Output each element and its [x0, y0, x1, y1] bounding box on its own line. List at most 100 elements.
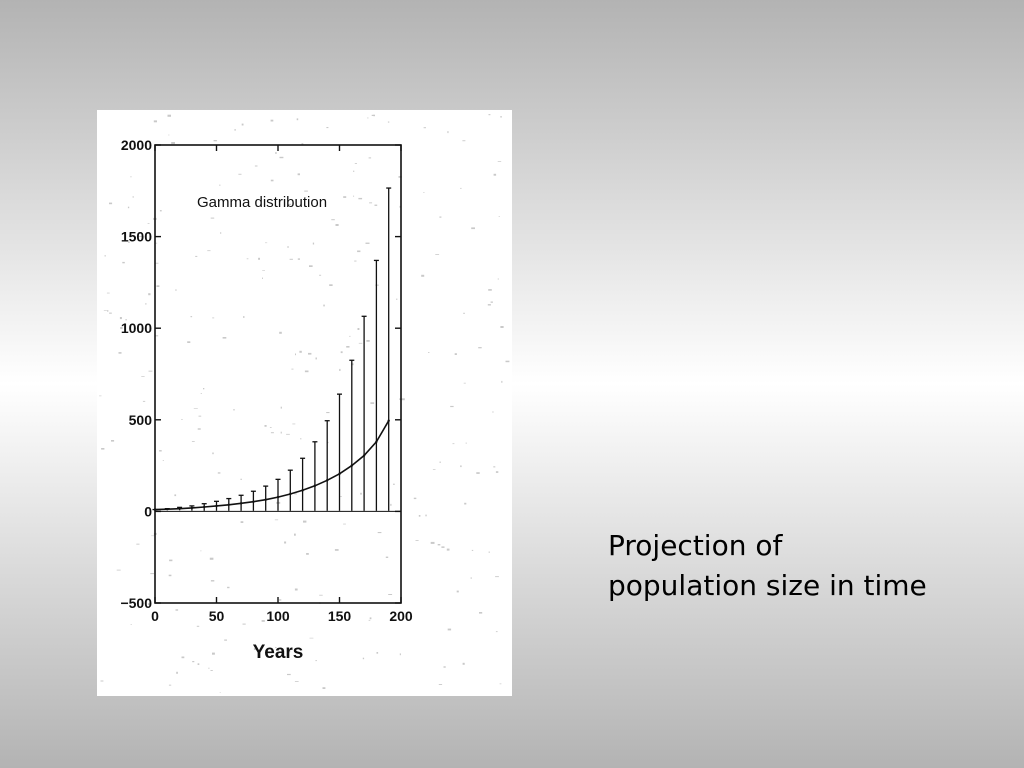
speck	[197, 663, 200, 665]
speck	[500, 326, 504, 328]
x-tick-label: 200	[389, 608, 413, 624]
speck	[490, 301, 493, 303]
speck	[306, 553, 309, 555]
speck	[439, 461, 441, 463]
speck	[495, 471, 499, 473]
speck	[213, 140, 217, 142]
speck	[101, 448, 105, 450]
speck	[155, 262, 159, 264]
speck	[207, 250, 211, 252]
speck	[200, 393, 202, 394]
speck	[319, 594, 323, 596]
speck	[151, 535, 155, 537]
speck	[265, 242, 268, 244]
speck	[300, 438, 302, 440]
speck	[261, 620, 265, 622]
speck	[335, 224, 339, 226]
speck	[297, 258, 300, 260]
speck	[107, 310, 109, 312]
speck	[488, 114, 491, 116]
speck	[219, 692, 221, 693]
speck	[460, 465, 462, 468]
speck	[358, 197, 363, 200]
speck	[292, 423, 296, 425]
speck	[274, 519, 279, 521]
speck	[210, 670, 213, 671]
speck	[168, 574, 172, 577]
speck	[287, 673, 291, 676]
speck	[154, 242, 158, 244]
speck	[283, 614, 286, 615]
y-tick-label: 0	[144, 503, 152, 519]
speck	[437, 544, 441, 546]
speck	[493, 173, 497, 176]
speck	[130, 176, 132, 178]
speck	[358, 342, 363, 344]
speck	[103, 310, 107, 311]
speck	[326, 412, 330, 414]
speck	[373, 114, 375, 117]
chart-title: Gamma distribution	[197, 194, 327, 211]
speck	[346, 346, 350, 348]
speck	[340, 351, 343, 354]
x-tick-label: 0	[151, 608, 159, 624]
speck	[339, 368, 341, 371]
speck	[304, 370, 309, 373]
speck	[196, 625, 200, 627]
speck	[175, 289, 177, 291]
speck	[148, 370, 153, 372]
speck	[479, 612, 483, 614]
speck	[387, 121, 390, 123]
speck	[505, 360, 510, 363]
speck	[254, 165, 258, 167]
speck	[471, 227, 475, 230]
speck	[243, 316, 245, 318]
speck	[262, 277, 263, 279]
speck	[156, 285, 160, 287]
speck	[130, 624, 132, 625]
speck	[385, 556, 389, 558]
speck	[132, 196, 134, 198]
speck	[264, 425, 267, 427]
speck	[280, 406, 282, 409]
speck	[224, 639, 227, 641]
speck	[499, 683, 502, 685]
speck	[388, 594, 393, 595]
speck	[367, 117, 369, 119]
speck	[413, 497, 417, 500]
speck	[374, 204, 378, 206]
speck	[465, 442, 467, 444]
speck	[253, 648, 258, 650]
speck	[168, 134, 170, 136]
speck	[219, 184, 221, 186]
speck	[275, 152, 277, 154]
speck	[262, 270, 265, 271]
speck	[100, 680, 104, 682]
speck	[286, 433, 290, 435]
speck	[111, 440, 115, 442]
speck	[487, 304, 491, 306]
speck	[148, 293, 151, 296]
speck	[198, 415, 202, 417]
speck	[357, 328, 360, 330]
speck	[294, 493, 297, 495]
speck	[301, 143, 304, 145]
speck	[456, 590, 459, 593]
speck	[233, 409, 235, 411]
y-tick-label: −500	[120, 595, 152, 611]
speck	[432, 469, 436, 470]
speck	[462, 662, 465, 665]
speck	[478, 347, 482, 349]
speck	[238, 173, 242, 175]
speck	[122, 261, 125, 264]
speck	[278, 599, 282, 601]
speck	[303, 520, 307, 523]
speck	[288, 203, 292, 205]
speck	[339, 496, 342, 497]
speck	[118, 352, 122, 354]
speck	[368, 157, 372, 159]
speck	[368, 619, 371, 621]
speck	[329, 284, 333, 286]
speck	[354, 260, 357, 262]
speck	[240, 478, 242, 480]
